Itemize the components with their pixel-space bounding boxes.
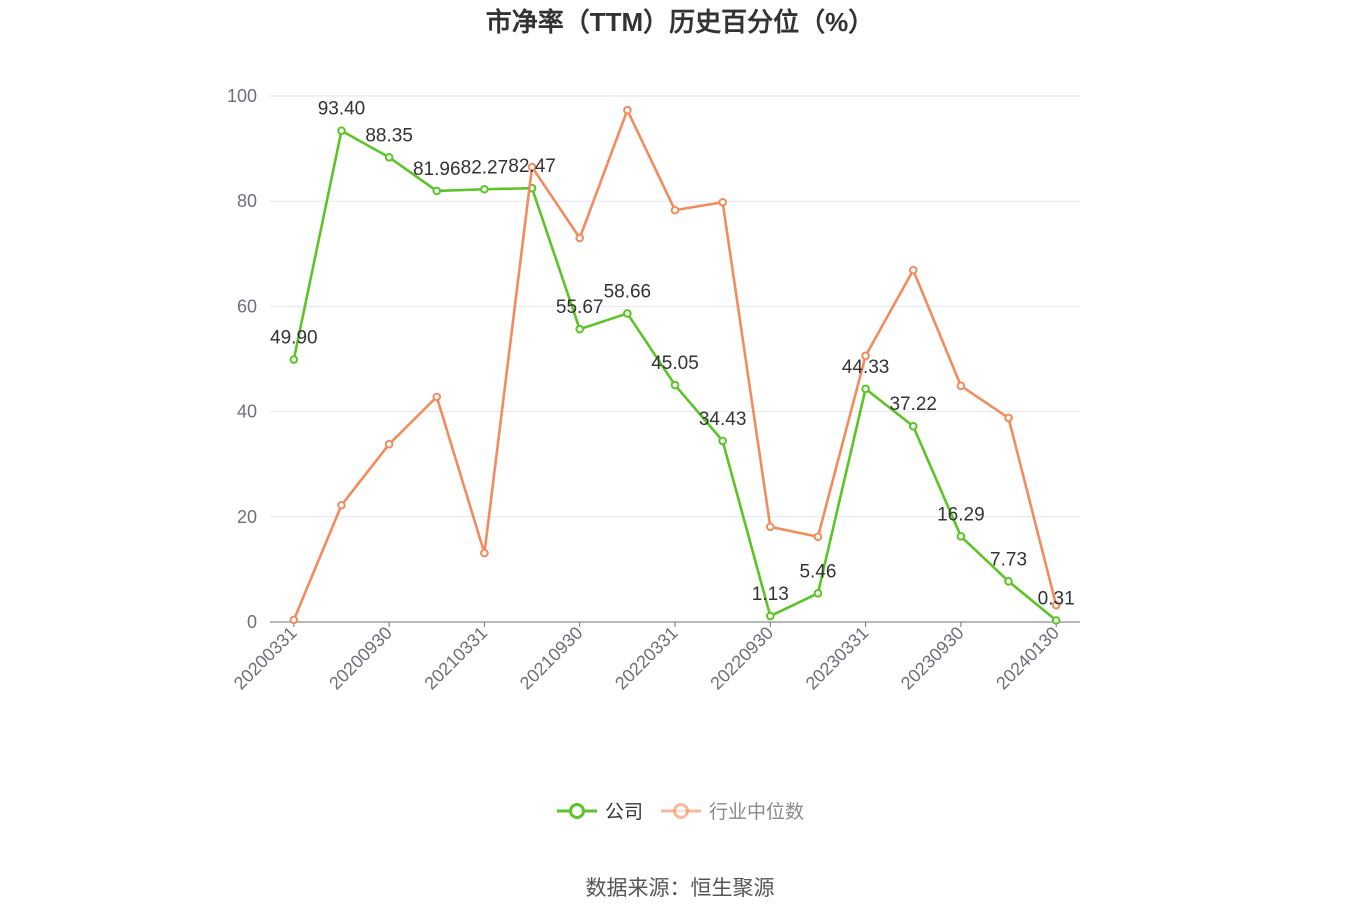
company-line	[292, 129, 1058, 622]
company-point	[670, 380, 680, 390]
company-point	[337, 126, 346, 136]
company-data-label: 45.05	[651, 353, 699, 374]
company-data-label: 37.22	[889, 394, 937, 415]
company-data-label: 1.13	[752, 584, 789, 605]
legend-item-company[interactable]: 公司	[557, 802, 643, 823]
legend-label: 行业中位数	[709, 801, 804, 823]
industry-median-point	[623, 105, 632, 115]
company-point	[623, 309, 632, 318]
company-point	[575, 324, 585, 334]
y-tick-label: 80	[237, 191, 257, 211]
plot-area: 0 20 40 60 80 100 20200331 20200930 20210331 2021…	[227, 86, 1080, 693]
y-tick-label: 40	[237, 402, 257, 422]
company-data-label: 82.47	[508, 156, 556, 177]
company-data-label: 44.33	[842, 357, 890, 378]
industry-median-point	[670, 205, 680, 215]
company-data-label: 88.35	[365, 125, 413, 146]
industry-median-point	[908, 265, 918, 275]
company-point	[480, 184, 489, 194]
y-tick-label: 20	[237, 507, 257, 527]
company-point	[765, 611, 775, 621]
company-point	[289, 355, 299, 364]
legend-circle-icon	[673, 803, 689, 819]
company-data-label: 7.73	[990, 549, 1027, 570]
company-point	[813, 588, 823, 598]
industry-median-point	[1004, 413, 1013, 423]
industry-median-point	[289, 615, 299, 625]
company-data-label: 55.67	[556, 297, 604, 318]
company-point	[956, 532, 966, 541]
legend: 公司 行业中位数	[557, 801, 804, 823]
data-source-note: 数据来源：恒生聚源	[586, 877, 775, 900]
x-tick-label: 20200331	[230, 623, 301, 694]
y-tick-label: 0	[247, 612, 257, 632]
industry-median-point	[718, 197, 727, 207]
company-point	[1004, 577, 1013, 586]
industry-median-point	[337, 500, 346, 510]
company-data-label: 16.29	[937, 504, 985, 525]
x-tick-label: 20210930	[516, 623, 587, 694]
company-point	[718, 436, 727, 446]
industry-median-point	[432, 392, 442, 402]
company-data-label: 34.43	[699, 409, 747, 430]
y-tick-label: 100	[227, 86, 257, 106]
company-data-label: 5.46	[799, 561, 836, 582]
industry-median-point	[527, 162, 537, 172]
company-point	[432, 186, 442, 196]
company-data-label: 81.96	[413, 159, 461, 180]
company-data-label: 58.66	[604, 281, 652, 302]
x-tick-label: 20230930	[897, 623, 968, 694]
company-point	[384, 152, 394, 162]
y-tick-label: 60	[237, 296, 257, 316]
industry-median-point	[813, 532, 823, 542]
x-tick-label: 20200930	[325, 623, 396, 694]
company-data-label: 82.27	[461, 157, 509, 178]
legend-item-industry-median[interactable]: 行业中位数	[661, 801, 804, 823]
industry-median-point	[765, 522, 775, 532]
chart-title: 市净率（TTM）历史百分位（%）	[486, 7, 875, 37]
company-point	[908, 421, 918, 431]
legend-circle-icon	[569, 803, 585, 819]
x-tick-label: 20220331	[611, 623, 682, 694]
company-series	[289, 126, 1061, 625]
industry-median-series	[289, 105, 1061, 625]
company-point	[1051, 616, 1061, 625]
industry-median-point	[861, 351, 870, 361]
x-tick-label: 20220930	[706, 623, 777, 694]
legend-label: 公司	[605, 802, 643, 823]
industry-median-point	[956, 381, 966, 391]
company-data-label: 0.31	[1038, 588, 1075, 609]
industry-median-point	[384, 439, 394, 449]
x-tick-label: 20240130	[992, 623, 1063, 694]
company-point	[861, 384, 870, 394]
x-tick-label: 20230331	[802, 623, 873, 694]
company-data-label: 93.40	[318, 99, 366, 120]
industry-median-point	[575, 233, 585, 243]
industry-median-point	[1051, 600, 1061, 610]
x-tick-label: 20210331	[420, 623, 491, 694]
company-data-label: 49.90	[270, 328, 318, 349]
industry-median-point	[480, 548, 489, 558]
